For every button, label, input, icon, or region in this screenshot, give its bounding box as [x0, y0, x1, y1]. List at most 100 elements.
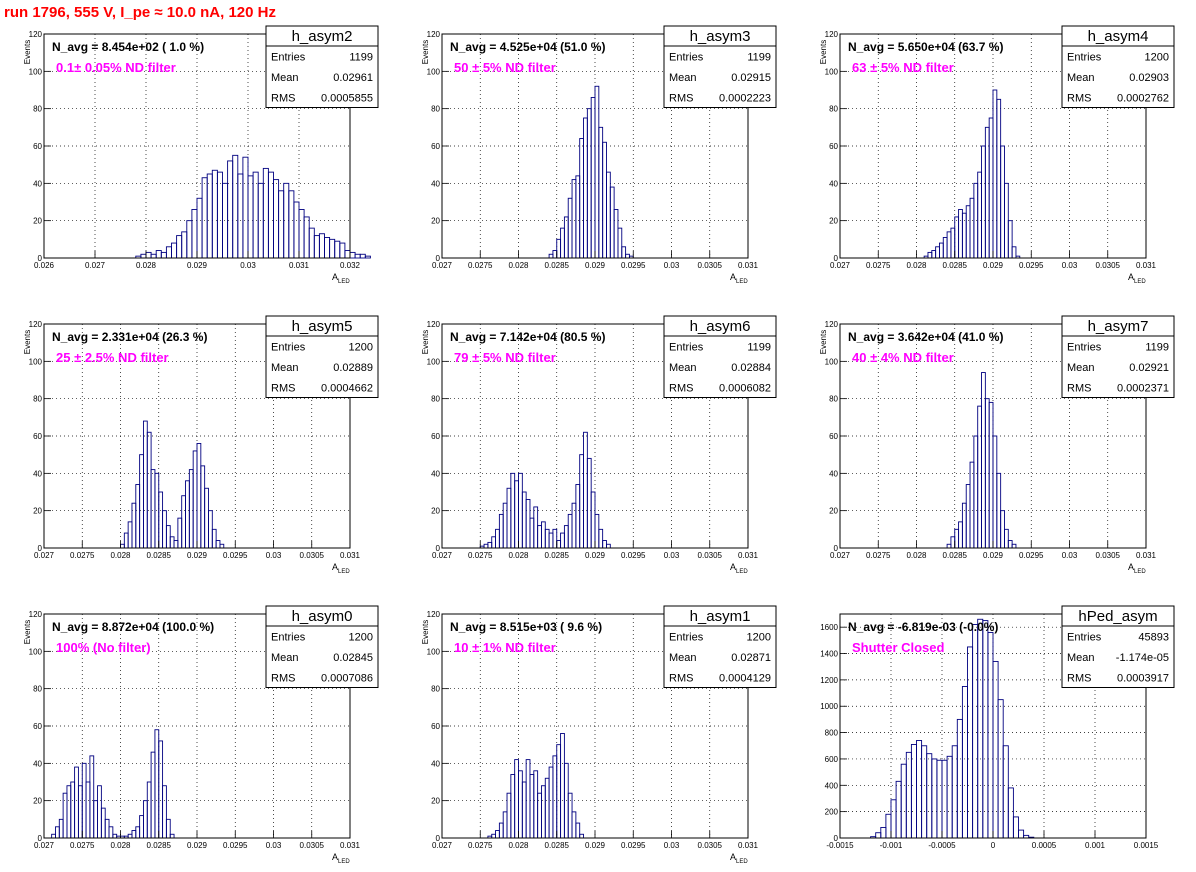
x-tick-label: 0.028 — [110, 551, 131, 560]
histogram-bin — [181, 495, 186, 549]
x-tick-label: 0.027 — [34, 841, 55, 850]
histogram-bin — [518, 770, 523, 839]
histogram-bin — [123, 532, 129, 549]
histogram-bin — [941, 759, 948, 839]
histogram-bin — [997, 699, 1004, 839]
histogram-bin — [169, 536, 175, 549]
histogram-bin — [890, 799, 897, 839]
histogram-bin — [344, 250, 351, 259]
histogram-bin — [491, 833, 497, 839]
stats-label: RMS — [669, 92, 693, 104]
y-tick-label: 60 — [431, 142, 440, 151]
histogram-bin — [916, 740, 923, 839]
histogram-bin — [567, 197, 573, 259]
stats-label: Mean — [271, 652, 299, 664]
histogram-bin — [262, 167, 269, 259]
histogram-bin — [146, 431, 152, 549]
histogram-bin — [165, 246, 172, 259]
stats-value: 0.0002762 — [1117, 92, 1169, 104]
histogram-bin — [74, 766, 79, 839]
y-tick-label: 0 — [436, 834, 441, 843]
histogram-bin — [135, 826, 141, 839]
histogram-bin — [131, 830, 137, 839]
y-axis-label: Events — [23, 620, 32, 644]
filter-annotation: 63 ± 5% ND filter — [852, 60, 954, 75]
histogram-bin — [1004, 528, 1009, 549]
stats-label: RMS — [271, 382, 295, 394]
y-tick-label: 40 — [33, 469, 42, 478]
stats-box — [663, 605, 777, 688]
histogram-bin — [552, 528, 558, 549]
stats-box — [1061, 605, 1175, 688]
histogram-bin — [139, 815, 144, 839]
y-tick-label: 80 — [829, 395, 838, 404]
histogram-panel-h_asym1: 0.027 0.0275 0.028 0.0285 0.029 0.0295 0.03 0.0… — [421, 605, 777, 865]
histogram-bin — [112, 833, 118, 839]
y-tick-label: 0 — [436, 254, 441, 263]
histogram-bin — [142, 420, 148, 549]
histogram-bin — [495, 528, 500, 549]
histogram-bin — [145, 251, 152, 259]
stats-box — [265, 25, 379, 108]
histogram-bin — [334, 240, 341, 259]
y-tick-label: 100 — [29, 357, 43, 366]
x-tick-label: 0.0305 — [698, 841, 723, 850]
histogram-bin — [349, 251, 356, 259]
histogram-bin — [910, 743, 917, 839]
histogram-bin — [931, 758, 938, 839]
y-tick-label: 40 — [33, 179, 42, 188]
histogram-title: N_avg = -6.819e-03 (-0.0%) — [848, 620, 998, 634]
histogram-panel-h_asym0: 0.027 0.0275 0.028 0.0285 0.029 0.0295 0.03 0.0… — [23, 605, 379, 865]
filter-annotation: 0.1± 0.05% ND filter — [56, 60, 176, 75]
y-tick-label: 120 — [825, 30, 839, 39]
x-tick-label: 0.0285 — [545, 551, 570, 560]
histogram-bin — [548, 532, 554, 549]
histogram-bin — [548, 766, 554, 839]
histogram-bin — [977, 618, 984, 839]
x-tick-label: 0.029 — [983, 551, 1004, 560]
y-tick-label: 0 — [38, 254, 43, 263]
histogram-bin — [521, 781, 527, 839]
x-tick-label: 0.028 — [110, 841, 131, 850]
x-tick-label: 0.0285 — [147, 551, 172, 560]
x-tick-label: 0.029 — [585, 551, 606, 560]
histogram-bin — [951, 745, 958, 839]
x-tick-label: 0.001 — [1085, 841, 1106, 850]
histogram-bin — [196, 197, 203, 259]
histogram-bin — [525, 759, 531, 839]
x-axis-label: ALED — [1128, 272, 1146, 285]
histogram-bin — [958, 209, 963, 259]
histogram-bin — [1000, 510, 1005, 549]
histogram-bin — [921, 745, 928, 839]
histogram-bin — [602, 141, 607, 259]
x-tick-label: 0.0275 — [468, 551, 493, 560]
x-tick-label: 0.031 — [1136, 551, 1157, 560]
histogram-bin — [617, 227, 623, 259]
y-tick-label: 120 — [29, 30, 43, 39]
histogram-bin — [339, 242, 346, 259]
histogram-bin — [996, 98, 1002, 259]
histogram-bin — [548, 253, 554, 259]
x-tick-label: 0.032 — [340, 261, 361, 270]
histogram-bin — [58, 818, 64, 839]
histogram-bin — [502, 811, 508, 839]
histogram-bin — [598, 528, 604, 549]
y-tick-label: 600 — [825, 755, 839, 764]
y-tick-label: 40 — [33, 759, 42, 768]
histogram-bin — [895, 780, 902, 839]
filter-annotation: 50 ± 5% ND filter — [454, 60, 556, 75]
stats-label: Mean — [1067, 72, 1095, 84]
histogram-bin — [191, 209, 198, 259]
histogram-bin — [158, 491, 164, 549]
histogram-bin — [215, 540, 221, 549]
x-tick-label: -0.001 — [880, 841, 903, 850]
histogram-bin — [533, 770, 539, 839]
x-tick-label: 0.0295 — [621, 261, 646, 270]
histogram-bin — [120, 543, 125, 549]
y-tick-label: 20 — [431, 217, 440, 226]
histogram-bin — [594, 513, 600, 549]
stats-box — [1061, 25, 1175, 108]
histogram-bin — [875, 832, 882, 839]
stats-histogram-name: h_asym6 — [690, 318, 751, 335]
